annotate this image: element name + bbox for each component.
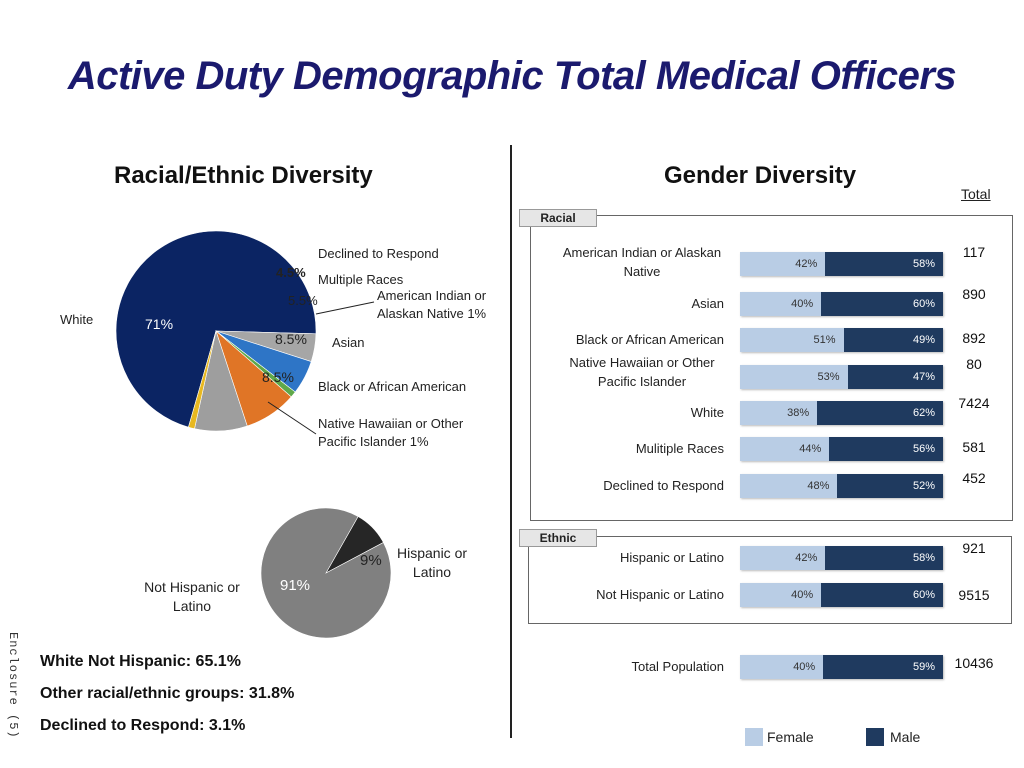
gender-bar-female-asian: 40% xyxy=(740,292,822,316)
gender-row-label-mulitiple-races: Mulitiple Races xyxy=(635,441,724,456)
gender-bar-female-not-hispanic-or-latino: 40% xyxy=(740,583,822,607)
gender-bar-male-black-or-african-american: 49% xyxy=(843,328,943,352)
gender-bar-declined-to-respond: 48% 52% xyxy=(740,474,943,498)
racial-pie-chart xyxy=(115,230,317,432)
gender-bar-male-native-hawaiian-or-other-pacific-islander: 47% xyxy=(847,365,943,389)
leader-line-american-indian xyxy=(315,301,375,315)
pct-hispanic: 9% xyxy=(360,552,382,569)
pct-asian: 8.5% xyxy=(275,331,307,347)
gender-bar-male-hispanic-or-latino: 58% xyxy=(825,546,943,570)
gender-bar-female-white: 38% xyxy=(740,401,818,425)
gender-bar-female-mulitiple-races: 44% xyxy=(740,437,830,461)
gender-row-total-asian: 890 xyxy=(962,286,986,302)
summary-white-not-hispanic: White Not Hispanic: 65.1% xyxy=(40,653,241,670)
gender-row-label-hispanic-or-latino: Hispanic or Latino xyxy=(619,550,724,565)
label-multiple: Multiple Races xyxy=(318,272,404,287)
legend-male-swatch xyxy=(866,728,884,746)
gender-row-label-black-or-african-american: Black or African American xyxy=(575,332,724,347)
gender-bar-female-native-hawaiian-or-other-pacific-islander: 53% xyxy=(740,365,848,389)
gender-row-label-white: White xyxy=(690,405,724,420)
label-not-hispanic: Not Hispanic or Latino xyxy=(144,579,240,614)
gender-bar-not-hispanic-or-latino: 40% 60% xyxy=(740,583,943,607)
label-black: Black or African American xyxy=(318,379,467,394)
racial-slice-native-hawaiian-or-other-pacific-islander xyxy=(188,330,217,430)
label-hispanic: Hispanic or Latino xyxy=(396,545,468,580)
racial-tab: Racial xyxy=(519,209,597,227)
label-white: White xyxy=(60,312,94,327)
gender-row-total-black-or-african-american: 892 xyxy=(962,330,986,346)
gender-bar-white: 38% 62% xyxy=(740,401,943,425)
gender-bar-male-american-indian-or-alaskan-native: 58% xyxy=(825,252,943,276)
gender-bar-male-declined-to-respond: 52% xyxy=(837,474,943,498)
ethnic-tab: Ethnic xyxy=(519,529,597,547)
page-title: Active Duty Demographic Total Medical Of… xyxy=(67,54,957,98)
gender-row-total-total-population: 10436 xyxy=(954,655,994,671)
legend-male-label: Male xyxy=(890,729,921,745)
gender-row-label-asian: Asian xyxy=(691,296,724,311)
gender-bar-hispanic-or-latino: 42% 58% xyxy=(740,546,943,570)
gender-bar-male-white: 62% xyxy=(817,401,943,425)
gender-bar-male-total-population: 59% xyxy=(823,655,943,679)
ethnic-pie-chart xyxy=(260,507,392,639)
racial-slice-white xyxy=(115,230,317,428)
gender-row-total-native-hawaiian-or-other-pacific-islander: 80 xyxy=(966,356,982,372)
gender-bar-american-indian-or-alaskan-native: 42% 58% xyxy=(740,252,943,276)
gender-row-label-not-hispanic-or-latino: Not Hispanic or Latino xyxy=(596,587,724,602)
pct-white: 71% xyxy=(145,316,174,332)
gender-bar-female-american-indian-or-alaskan-native: 42% xyxy=(740,252,826,276)
gender-row-total-american-indian-or-alaskan-native: 117 xyxy=(962,244,986,260)
label-native-hawaiian: Native Hawaiian or Other Pacific Islande… xyxy=(318,416,464,449)
gender-bar-mulitiple-races: 44% 56% xyxy=(740,437,943,461)
total-header: Total xyxy=(961,186,991,202)
gender-row-total-declined-to-respond: 452 xyxy=(962,470,986,486)
enclosure-note: Enclosure (5) xyxy=(6,632,20,739)
legend-female-label: Female xyxy=(767,729,814,745)
gender-row-total-not-hispanic-or-latino: 9515 xyxy=(958,587,990,603)
gender-row-total-white: 7424 xyxy=(958,395,990,411)
label-american-indian: American Indian or Alaskan Native 1% xyxy=(377,288,487,321)
gender-bar-female-hispanic-or-latino: 42% xyxy=(740,546,826,570)
gender-row-label-native-hawaiian-or-other-pacific-islander: Native Hawaiian or Other Pacific Islande… xyxy=(569,355,715,389)
gender-row-total-mulitiple-races: 581 xyxy=(962,439,986,455)
gender-bar-female-declined-to-respond: 48% xyxy=(740,474,838,498)
ethnic-box xyxy=(528,536,1012,624)
pct-multiple: 5.5% xyxy=(288,293,318,308)
gender-bar-female-black-or-african-american: 51% xyxy=(740,328,844,352)
gender-bar-total-population: 40% 59% xyxy=(740,655,943,679)
pct-declined: 4.5% xyxy=(276,265,306,280)
gender-row-label-declined-to-respond: Declined to Respond xyxy=(603,478,724,493)
pct-not-hispanic: 91% xyxy=(280,577,311,594)
gender-bar-asian: 40% 60% xyxy=(740,292,943,316)
gender-row-label-american-indian-or-alaskan-native: American Indian or Alaskan Native xyxy=(562,245,722,279)
pct-black: 8.5% xyxy=(262,369,294,385)
gender-bar-male-not-hispanic-or-latino: 60% xyxy=(821,583,943,607)
legend-female-swatch xyxy=(745,728,763,746)
vertical-divider xyxy=(510,145,512,738)
gender-row-label-total-population: Total Population xyxy=(631,659,724,674)
racial-box xyxy=(530,215,1013,521)
gender-section-title: Gender Diversity xyxy=(664,162,857,189)
summary-other-groups: Other racial/ethnic groups: 31.8% xyxy=(40,685,295,702)
gender-bar-male-mulitiple-races: 56% xyxy=(829,437,943,461)
label-asian: Asian xyxy=(332,335,365,350)
gender-bar-black-or-african-american: 51% 49% xyxy=(740,328,943,352)
summary-declined: Declined to Respond: 3.1% xyxy=(40,717,246,734)
gender-bar-female-total-population: 40% xyxy=(740,655,824,679)
gender-bar-male-asian: 60% xyxy=(821,292,943,316)
label-declined: Declined to Respond xyxy=(318,246,439,261)
ethnic-slice-not-hispanic-or-latino xyxy=(260,507,392,639)
gender-row-total-hispanic-or-latino: 921 xyxy=(962,540,986,556)
racial-section-title: Racial/Ethnic Diversity xyxy=(114,162,373,189)
gender-bar-native-hawaiian-or-other-pacific-islander: 53% 47% xyxy=(740,365,943,389)
leader-line-native-hawaiian xyxy=(267,401,317,435)
